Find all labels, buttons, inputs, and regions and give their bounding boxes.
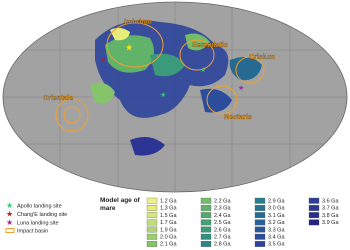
- legend-label: Chang'E landing site: [17, 212, 67, 218]
- svg-text:★: ★: [100, 56, 106, 64]
- age-label: 2.7 Ga: [214, 234, 231, 240]
- age-swatch: [146, 212, 158, 219]
- age-label: 2.8 Ga: [214, 242, 231, 248]
- age-label: 1.5 Ga: [160, 213, 177, 219]
- age-label: 1.7 Ga: [160, 220, 177, 226]
- age-swatch: [254, 205, 266, 211]
- age-swatch: [200, 219, 212, 226]
- age-swatch: [308, 219, 320, 226]
- age-label: 2.0 Ga: [160, 234, 177, 240]
- age-label: 2.9 Ga: [268, 198, 285, 204]
- basin-label: Serenitatis: [192, 42, 228, 49]
- age-swatch: [254, 197, 266, 204]
- age-swatch: [308, 212, 320, 219]
- basin-label: Crisium: [249, 54, 275, 61]
- age-label: 3.9 Ga: [322, 220, 339, 226]
- age-label: 3.4 Ga: [268, 234, 285, 240]
- age-label: 3.7 Ga: [322, 206, 339, 212]
- age-swatch: [200, 205, 212, 211]
- age-label: 3.2 Ga: [268, 220, 285, 226]
- luna-icon: ★: [6, 218, 13, 227]
- basin-label: Imbrium: [124, 19, 152, 26]
- age-swatch: [254, 212, 266, 219]
- age-swatch: [200, 233, 212, 240]
- impact-basins: [55, 22, 265, 132]
- mare-units: [90, 20, 262, 156]
- apollo-icon: ★: [6, 201, 13, 210]
- age-swatch: [200, 197, 212, 204]
- legend-label: Apollo landing site: [17, 203, 62, 209]
- age-label: 2.4 Ga: [214, 213, 231, 219]
- age-label: 3.5 Ga: [268, 242, 285, 248]
- legend-label: Impact basin: [17, 228, 48, 234]
- age-legend: 1.2 Ga 1.3 Ga1.5 Ga1.7 Ga1.9 Ga2.0 Ga 2.1 …: [146, 197, 339, 248]
- age-label: 3.6 Ga: [322, 198, 339, 204]
- age-swatch: [254, 219, 266, 226]
- age-swatch: [200, 212, 212, 219]
- age-swatch: [146, 226, 158, 233]
- age-label: 2.2 Ga: [214, 198, 231, 204]
- age-swatch: [146, 219, 158, 226]
- age-label: 2.1 Ga: [160, 242, 177, 248]
- age-swatch: [146, 205, 158, 211]
- svg-text:★: ★: [125, 42, 133, 52]
- basin-icon: [5, 228, 15, 233]
- svg-text:★: ★: [238, 84, 244, 92]
- age-label: 2.5 Ga: [214, 220, 231, 226]
- basin-label: Nectaris: [224, 114, 252, 121]
- age-swatch: [200, 241, 212, 247]
- age-swatch: [200, 226, 212, 233]
- age-label: 3.8 Ga: [322, 213, 339, 219]
- age-label: 1.2 Ga: [160, 198, 177, 204]
- age-swatch: [254, 241, 266, 247]
- age-label: 3.1 Ga: [268, 213, 285, 219]
- age-label: 2.3 Ga: [214, 206, 231, 212]
- age-label: 1.9 Ga: [160, 227, 177, 233]
- legend-label: Luna landing site: [17, 220, 59, 226]
- age-label: 3.0 Ga: [268, 206, 285, 212]
- legend-title: Model age of mare: [100, 197, 140, 212]
- age-swatch: [146, 233, 158, 240]
- age-swatch: [254, 226, 266, 233]
- age-swatch: [308, 205, 320, 211]
- age-swatch: [254, 233, 266, 240]
- age-label: 2.6 Ga: [214, 227, 231, 233]
- basin-label: Orientale: [43, 95, 73, 102]
- age-label: 1.3 Ga: [160, 206, 177, 212]
- change-icon: ★: [6, 210, 13, 219]
- age-swatch: [308, 197, 320, 204]
- landing-sites: ★ ★ ★ ★ ★: [100, 42, 244, 98]
- age-label: 3.3 Ga: [268, 227, 285, 233]
- svg-text:★: ★: [160, 91, 166, 99]
- svg-text:★: ★: [200, 66, 206, 74]
- age-swatch: [146, 197, 158, 204]
- age-swatch: [146, 241, 158, 247]
